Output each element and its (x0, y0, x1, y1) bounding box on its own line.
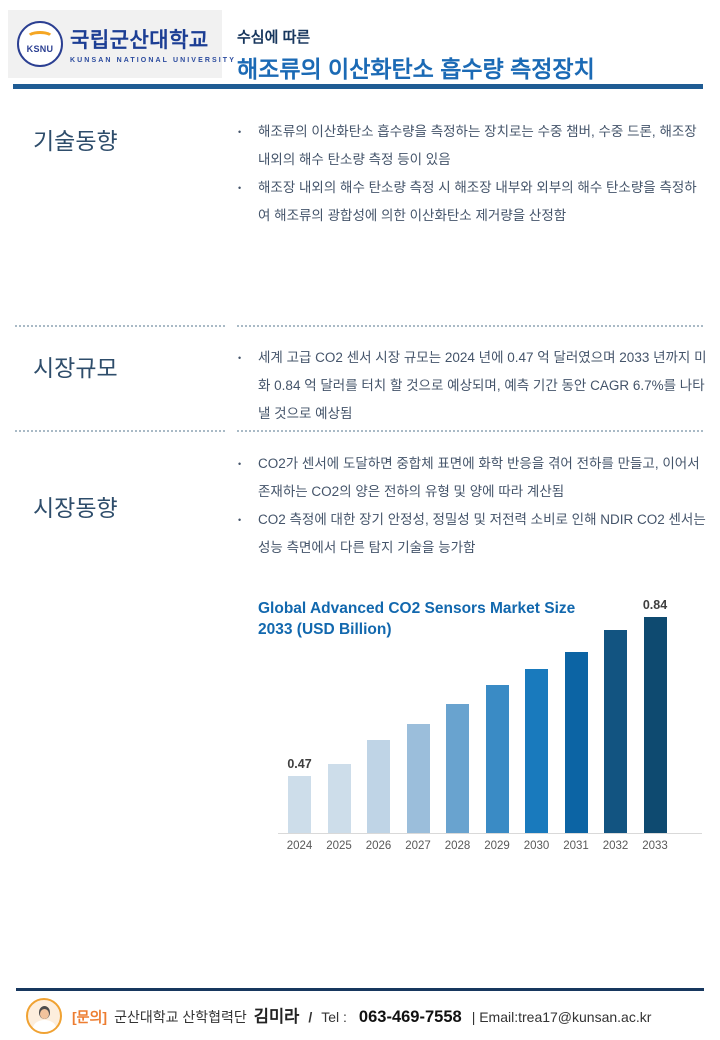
bullet-text: 세계 고급 CO2 센서 시장 규모는 2024 년에 0.47 억 달러였으며… (258, 350, 707, 421)
bar-column: 0.47 2024 (287, 757, 313, 852)
contact-info: [문의] 군산대학교 산학협력단 김미라 / Tel : 063-469-755… (72, 1003, 651, 1027)
dotted-divider (15, 430, 225, 432)
bullet-item: 해조류의 이산화탄소 흡수량을 측정하는 장치로는 수중 챔버, 수중 드론, … (238, 118, 708, 174)
x-axis-tick: 2028 (444, 840, 471, 852)
university-logo: KSNU 국립군산대학교 KUNSAN NATIONAL UNIVERSITY (8, 10, 234, 78)
university-name-english: KUNSAN NATIONAL UNIVERSITY (70, 57, 236, 64)
bar-column: 2031 (563, 652, 589, 852)
bar-column: 2029 (484, 685, 510, 852)
university-name-korean: 국립군산대학교 (70, 29, 209, 52)
tel-label: Tel : (321, 1009, 347, 1025)
bar (643, 617, 667, 833)
chart-plot-area: 0.47 2024 2025 2026 2027 2028 2029 2030 2031 2032… (258, 598, 708, 852)
contact-avatar-icon (26, 998, 62, 1034)
bar (485, 685, 509, 833)
bar-column: 2025 (326, 764, 352, 852)
bullet-item: 해조장 내외의 해수 탄소량 측정 시 해조장 내부와 외부의 해수 탄소량을 … (238, 174, 708, 230)
bar (406, 724, 430, 833)
ksnu-seal-icon: KSNU (17, 21, 63, 67)
bullet-text: 해조류의 이산화탄소 흡수량을 측정하는 장치로는 수중 챔버, 수중 드론, … (258, 124, 697, 167)
dotted-divider (15, 325, 225, 327)
bar-column: 0.84 2033 (642, 598, 668, 852)
market-trends-bullets: CO2가 센서에 도달하면 중합체 표면에 화학 반응을 겪어 전하를 만들고,… (238, 450, 708, 562)
bar-column: 2032 (603, 630, 628, 852)
bar (525, 669, 548, 833)
tel-number: 063-469-7558 (358, 1008, 462, 1026)
contact-email: | Email:trea17@kunsan.ac.kr (471, 1009, 652, 1025)
bar-column: 2026 (366, 740, 391, 852)
bar-value-label: 0.84 (642, 598, 668, 612)
x-axis-tick: 2033 (642, 840, 668, 852)
bar-column: 2027 (405, 724, 431, 852)
footer-divider (16, 988, 704, 991)
x-axis-tick: 2026 (365, 840, 392, 852)
dotted-divider (237, 325, 703, 327)
x-axis-tick: 2027 (405, 840, 431, 852)
header-divider (13, 84, 703, 89)
x-axis-tick: 2031 (563, 840, 589, 852)
bar-column: 2030 (524, 669, 549, 852)
document-subtitle: 수심에 따른 (237, 29, 311, 46)
dotted-divider (237, 430, 703, 432)
bar (564, 652, 588, 833)
bullet-item: CO2가 센서에 도달하면 중합체 표면에 화학 반응을 겪어 전하를 만들고,… (238, 450, 708, 506)
x-axis-tick: 2030 (523, 840, 550, 852)
avatar-body (33, 1020, 56, 1032)
x-axis-tick: 2025 (326, 840, 352, 852)
tech-trends-bullets: 해조류의 이산화탄소 흡수량을 측정하는 장치로는 수중 챔버, 수중 드론, … (238, 118, 708, 230)
x-axis-tick: 2032 (602, 840, 629, 852)
bar (604, 630, 627, 833)
bullet-text: CO2 측정에 대한 장기 안정성, 정밀성 및 저전력 소비로 인해 NDIR… (258, 512, 706, 555)
section-label-market-size: 시장규모 (33, 355, 118, 381)
bullet-item: CO2 측정에 대한 장기 안정성, 정밀성 및 저전력 소비로 인해 NDIR… (238, 506, 708, 562)
market-size-bullets: 세계 고급 CO2 센서 시장 규모는 2024 년에 0.47 억 달러였으며… (238, 344, 708, 428)
x-axis-tick: 2024 (286, 840, 313, 852)
bar (367, 740, 390, 833)
bullet-text: 해조장 내외의 해수 탄소량 측정 시 해조장 내부와 외부의 해수 탄소량을 … (258, 180, 697, 223)
bar-column: 2028 (445, 704, 470, 852)
bullet-text: CO2가 센서에 도달하면 중합체 표면에 화학 반응을 겪어 전하를 만들고,… (258, 456, 700, 499)
separator-slash: / (308, 1009, 313, 1025)
x-axis-line (278, 833, 702, 834)
bullet-item: 세계 고급 CO2 센서 시장 규모는 2024 년에 0.47 억 달러였으며… (238, 344, 708, 428)
bar (288, 776, 311, 833)
section-label-tech-trends: 기술동향 (33, 128, 118, 154)
seal-arc-icon (26, 31, 54, 45)
bar-value-label: 0.47 (287, 757, 312, 771)
seal-text: KSNU (26, 43, 54, 54)
co2-sensors-market-chart: 0.47 2024 2025 2026 2027 2028 2029 2030 2031 2032… (258, 598, 708, 858)
avatar-face (40, 1009, 49, 1019)
section-label-market-trends: 시장동향 (33, 495, 118, 521)
bar (327, 764, 351, 833)
inquiry-label: [문의] (72, 1009, 108, 1025)
bar (446, 704, 469, 833)
contact-name: 김미라 (253, 1008, 300, 1026)
document-title: 해조류의 이산화탄소 흡수량 측정장치 (237, 56, 595, 82)
x-axis-tick: 2029 (484, 840, 510, 852)
contact-organization: 군산대학교 산학협력단 (114, 1009, 247, 1025)
chart-title: Global Advanced CO2 Sensors Market Size … (258, 600, 576, 638)
